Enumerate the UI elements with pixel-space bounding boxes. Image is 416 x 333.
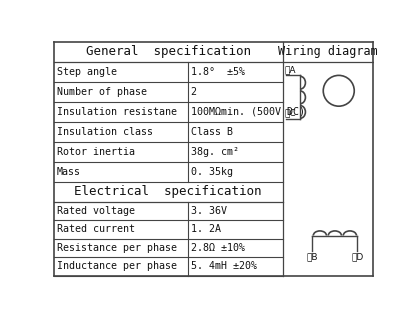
- Text: 5. 4mH ±20%: 5. 4mH ±20%: [191, 261, 257, 271]
- Text: 3. 36V: 3. 36V: [191, 206, 227, 216]
- Text: 38g. cm²: 38g. cm²: [191, 147, 239, 157]
- Text: Insulation class: Insulation class: [57, 127, 153, 137]
- Text: General  specification: General specification: [86, 45, 251, 58]
- Text: 1.8°  ±5%: 1.8° ±5%: [191, 67, 245, 77]
- Text: Rotor inertia: Rotor inertia: [57, 147, 135, 157]
- Text: Insulation resistane: Insulation resistane: [57, 107, 177, 117]
- Text: Step angle: Step angle: [57, 67, 116, 77]
- Text: Electrical  specification: Electrical specification: [74, 185, 262, 198]
- Text: 绿C: 绿C: [285, 109, 296, 118]
- Text: Rated current: Rated current: [57, 224, 135, 234]
- Text: Inductance per phase: Inductance per phase: [57, 261, 177, 271]
- Text: 1. 2A: 1. 2A: [191, 224, 221, 234]
- Text: 红B: 红B: [307, 252, 318, 261]
- Text: Resistance per phase: Resistance per phase: [57, 243, 177, 253]
- Text: 2: 2: [191, 87, 197, 97]
- Text: Number of phase: Number of phase: [57, 87, 147, 97]
- Text: Wiring diagram: Wiring diagram: [278, 45, 378, 58]
- Text: 2.8Ω ±10%: 2.8Ω ±10%: [191, 243, 245, 253]
- Text: Class B: Class B: [191, 127, 233, 137]
- Text: Rated voltage: Rated voltage: [57, 206, 135, 216]
- Text: Mass: Mass: [57, 166, 81, 176]
- Text: 蓝D: 蓝D: [351, 252, 364, 261]
- Text: 黒A: 黒A: [285, 65, 296, 74]
- Text: 0. 35kg: 0. 35kg: [191, 166, 233, 176]
- Text: 100MΩmin. (500V DC): 100MΩmin. (500V DC): [191, 107, 305, 117]
